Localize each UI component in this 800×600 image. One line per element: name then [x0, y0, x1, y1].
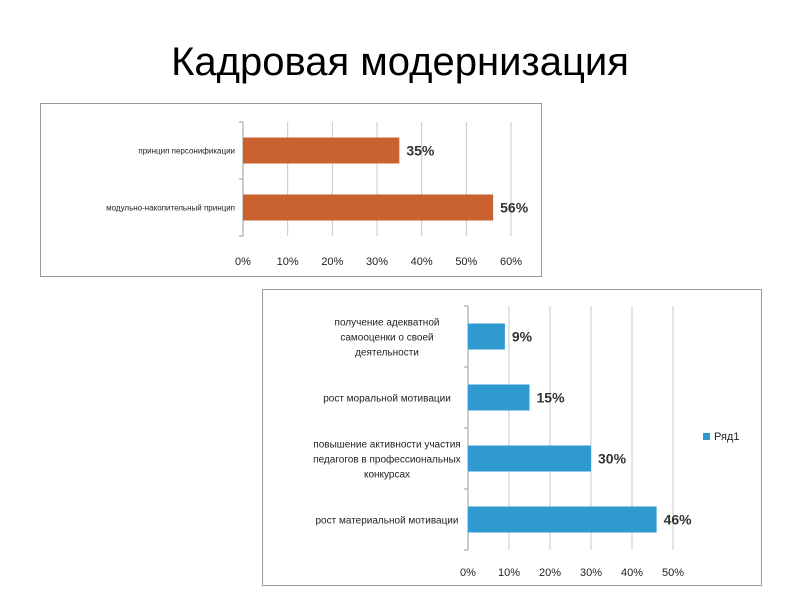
bar: [468, 384, 530, 411]
bar: [468, 323, 505, 350]
category-label: педагогов в профессиональных: [313, 454, 461, 466]
chart-motivation-svg: 0% 10% 20% 30% 40% 50% 9% получение адекватной с…: [313, 305, 739, 579]
category-label: модульно-накопительный принцип: [106, 204, 235, 213]
x-tick-label: 0%: [460, 567, 476, 579]
x-tick-label: 40%: [411, 256, 433, 268]
x-tick-label: 40%: [621, 567, 643, 579]
category-label: самооценки о своей: [340, 333, 433, 344]
category-label: рост материальной мотивации: [316, 516, 459, 527]
data-label: 9%: [512, 329, 533, 345]
bar: [468, 445, 591, 472]
x-tick-label: 30%: [580, 567, 602, 579]
data-label: 56%: [500, 200, 529, 216]
x-tick-label: 20%: [321, 256, 343, 268]
legend-label: Ряд1: [714, 431, 739, 443]
category-label: деятельности: [355, 348, 419, 359]
slide-title: Кадровая модернизация: [171, 40, 629, 84]
category-label: конкурсах: [364, 470, 410, 481]
chart-personification: 0% 10% 20% 30% 40% 50% 60% 35% принцип персонифи…: [40, 103, 542, 277]
chart-personification-svg: 0% 10% 20% 30% 40% 50% 60% 35% принцип персонифи…: [106, 121, 529, 268]
bar: [468, 506, 657, 533]
category-label: принцип персонификации: [138, 147, 235, 156]
category-label: получение адекватной: [335, 318, 440, 329]
x-tick-label: 50%: [455, 256, 477, 268]
x-tick-label: 10%: [277, 256, 299, 268]
data-label: 30%: [598, 451, 627, 467]
x-tick-label: 0%: [235, 256, 251, 268]
x-tick-label: 50%: [662, 567, 684, 579]
bar: [243, 194, 494, 221]
legend-swatch: [703, 433, 710, 440]
x-tick-label: 10%: [498, 567, 520, 579]
x-tick-label: 30%: [366, 256, 388, 268]
data-label: 35%: [406, 143, 435, 159]
x-tick-label: 60%: [500, 256, 522, 268]
data-label: 15%: [537, 390, 566, 406]
category-label: рост моральной мотивации: [323, 394, 451, 405]
x-tick-label: 20%: [539, 567, 561, 579]
bar: [243, 137, 400, 164]
chart-motivation: 0% 10% 20% 30% 40% 50% 9% получение адекватной с…: [262, 289, 762, 586]
category-label: повышение активности участия: [313, 440, 460, 451]
data-label: 46%: [664, 512, 693, 528]
